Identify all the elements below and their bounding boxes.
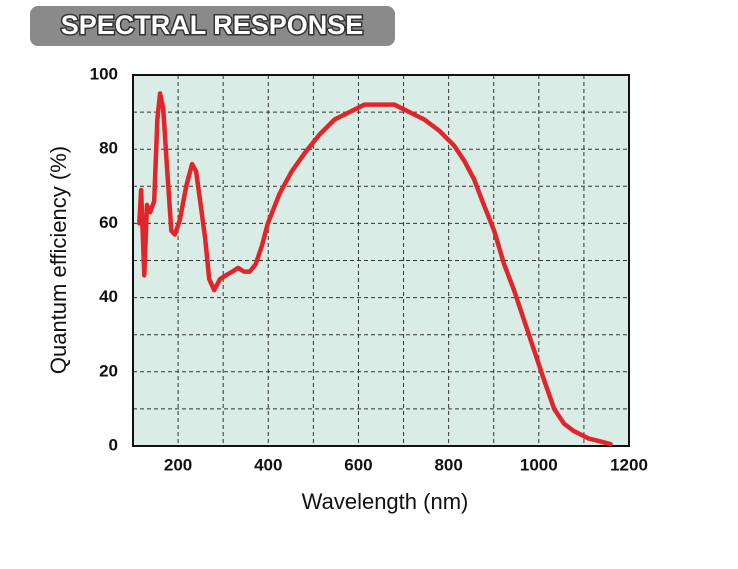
x-axis-label: Wavelength (nm) bbox=[302, 489, 469, 514]
y-tick-label: 40 bbox=[99, 287, 118, 306]
x-tick-label: 600 bbox=[344, 455, 372, 474]
y-axis-label: Quantum efficiency (%) bbox=[46, 146, 71, 374]
title-badge bbox=[30, 6, 395, 46]
x-tick-label: 1000 bbox=[520, 455, 558, 474]
y-tick-label: 0 bbox=[109, 435, 118, 454]
plot-border bbox=[132, 74, 630, 447]
x-tick-label: 400 bbox=[254, 455, 282, 474]
y-tick-label: 60 bbox=[99, 213, 118, 232]
y-tick-label: 20 bbox=[99, 361, 118, 380]
plot-layer bbox=[133, 75, 629, 446]
y-tick-label: 100 bbox=[90, 64, 118, 83]
x-tick-label: 200 bbox=[164, 455, 192, 474]
y-tick-label: 80 bbox=[99, 139, 118, 158]
x-tick-label: 1200 bbox=[610, 455, 648, 474]
qe-curve bbox=[137, 91, 613, 447]
chart-title: SPECTRAL RESPONSE bbox=[61, 10, 364, 40]
x-tick-label: 800 bbox=[434, 455, 462, 474]
